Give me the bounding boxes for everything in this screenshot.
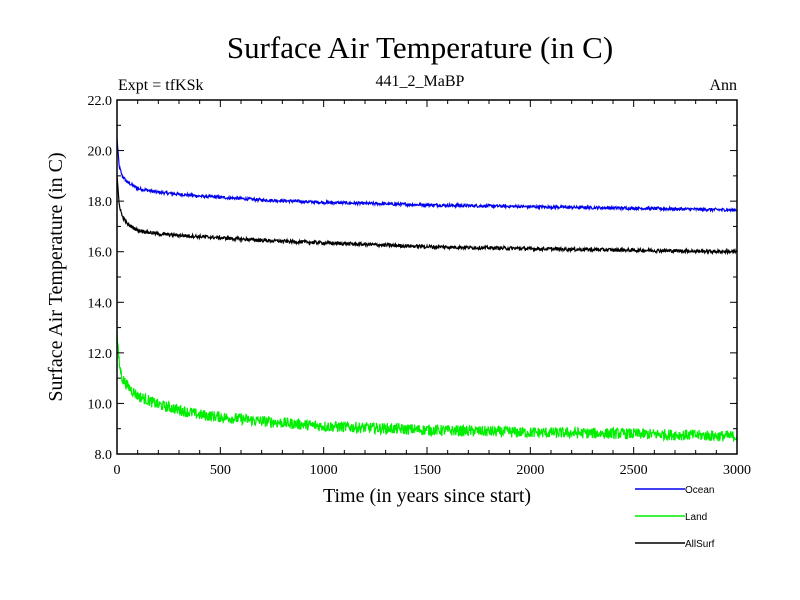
series-line-land bbox=[116, 329, 738, 442]
legend-label-ocean: Ocean bbox=[685, 485, 714, 496]
x-axis-label: Time (in years since start) bbox=[323, 485, 531, 507]
chart-title: Surface Air Temperature (in C) bbox=[227, 30, 613, 65]
x-tick-label: 500 bbox=[210, 463, 231, 478]
y-tick-label: 12.0 bbox=[88, 347, 113, 362]
y-tick-label: 20.0 bbox=[88, 145, 113, 160]
plot-frame bbox=[116, 99, 738, 455]
experiment-label: Expt = tfKSk bbox=[118, 77, 203, 94]
y-tick-label: 8.0 bbox=[95, 448, 113, 463]
x-tick-label: 2000 bbox=[516, 463, 544, 478]
y-tick-label: 18.0 bbox=[88, 195, 113, 210]
y-tick-label: 22.0 bbox=[88, 94, 113, 109]
x-tick-label: 3000 bbox=[723, 463, 751, 478]
series-line-allsurf bbox=[116, 176, 738, 256]
x-tick-label: 1000 bbox=[310, 463, 338, 478]
x-tick-label: 1500 bbox=[413, 463, 441, 478]
season-label: Ann bbox=[709, 77, 737, 94]
y-axis-label: Surface Air Temperature (in C) bbox=[45, 152, 67, 401]
y-tick-label: 16.0 bbox=[88, 246, 113, 261]
y-tick-label: 10.0 bbox=[88, 397, 113, 412]
legend-label-land: Land bbox=[685, 512, 707, 523]
legend-label-allsurf: AllSurf bbox=[685, 539, 715, 550]
x-tick-label: 0 bbox=[114, 463, 121, 478]
run-id-label: 441_2_MaBP bbox=[376, 73, 465, 90]
series-line-ocean bbox=[116, 137, 738, 214]
series-layer bbox=[116, 137, 738, 442]
axis-layer: 0 500 1000 1500 2000 2500 3000 8.0 10.0 12.0 14.0 1… bbox=[88, 94, 752, 478]
x-tick-label: 2500 bbox=[620, 463, 648, 478]
y-tick-label: 14.0 bbox=[88, 296, 113, 311]
legend: Ocean Land AllSurf bbox=[635, 485, 715, 550]
